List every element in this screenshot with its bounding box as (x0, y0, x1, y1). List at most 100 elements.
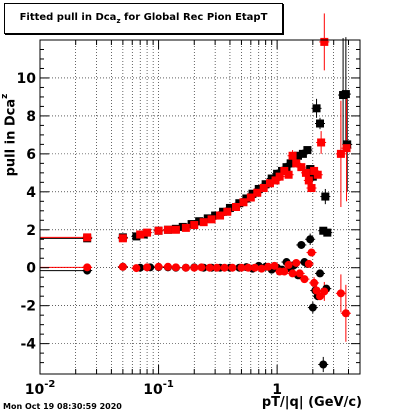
square-marker (320, 37, 329, 46)
y-tick-label: 6 (26, 147, 36, 163)
x-tick-label: 10-1 (143, 379, 174, 398)
circle-marker (280, 267, 289, 276)
circle-marker (336, 289, 345, 298)
square-marker (271, 176, 280, 185)
square-marker (342, 144, 351, 153)
y-tick-label: 0 (26, 261, 36, 277)
square-marker (83, 233, 92, 242)
tick-labels: -4 -2 0 2 4 6 8 10 10-2 10-1 1 (17, 71, 282, 398)
square-marker (336, 149, 345, 158)
square-marker (253, 188, 262, 197)
x-tick-label: 10-2 (25, 379, 56, 398)
circle-marker (341, 309, 350, 318)
y-tick-label: 8 (26, 109, 36, 125)
circle-marker (310, 278, 319, 287)
circle-marker (295, 269, 304, 278)
square-marker (190, 221, 199, 230)
square-marker (143, 228, 152, 237)
square-marker (308, 172, 317, 181)
square-marker (323, 228, 332, 237)
circle-marker (228, 263, 237, 272)
circle-marker (306, 235, 315, 244)
square-marker (181, 223, 190, 232)
square-marker (199, 218, 208, 227)
square-marker (118, 234, 127, 243)
square-marker (280, 166, 289, 175)
circle-marker (118, 262, 127, 271)
circle-marker (181, 263, 190, 272)
y-tick-label: 2 (26, 223, 36, 239)
grid (39, 40, 361, 374)
square-marker (312, 104, 321, 113)
square-marker (207, 215, 216, 224)
square-marker (171, 225, 180, 234)
circle-marker (316, 269, 325, 278)
circle-marker (300, 275, 309, 284)
square-marker (304, 176, 313, 185)
circle-marker (154, 262, 163, 271)
circle-marker (297, 240, 306, 249)
square-marker (246, 193, 255, 202)
square-marker (297, 163, 306, 172)
square-marker (163, 225, 172, 234)
circle-marker (284, 260, 293, 269)
square-marker (216, 211, 225, 220)
square-marker (307, 184, 316, 193)
square-marker (259, 184, 268, 193)
square-marker (292, 159, 301, 168)
square-marker (298, 149, 307, 158)
circle-marker (83, 263, 92, 272)
circle-marker (163, 262, 172, 271)
square-marker (239, 198, 248, 207)
y-tick-label: 4 (26, 185, 36, 201)
chart-title: Fitted pull in Dcaz for Global Rec Pion … (19, 12, 268, 25)
square-marker (232, 203, 241, 211)
plot-frame (39, 39, 361, 375)
circle-marker (304, 259, 313, 268)
data-markers (83, 37, 352, 369)
circle-marker (308, 303, 317, 312)
circle-marker (143, 263, 152, 272)
y-tick-label: 10 (17, 71, 37, 87)
circle-marker (132, 264, 141, 273)
square-marker (223, 207, 232, 216)
x-tick-label: 1 (272, 382, 282, 398)
circle-marker (244, 263, 253, 272)
square-marker (313, 170, 322, 179)
circle-marker (288, 269, 297, 278)
circle-marker (237, 263, 246, 272)
square-marker (294, 151, 303, 160)
circle-marker (264, 262, 273, 271)
square-marker (301, 168, 310, 177)
circle-marker (307, 248, 316, 257)
square-marker (265, 179, 274, 188)
square-marker (321, 192, 330, 201)
circle-marker (220, 263, 229, 272)
square-marker (275, 172, 284, 181)
circle-marker (205, 263, 214, 272)
axis-ticks (39, 40, 361, 374)
fit-lines (40, 236, 88, 272)
square-marker (195, 217, 204, 226)
circle-marker (212, 263, 221, 272)
square-marker (319, 226, 328, 235)
circle-marker (250, 263, 259, 272)
circle-marker (320, 287, 329, 296)
circle-marker (292, 258, 301, 267)
circle-marker (270, 261, 279, 270)
circle-marker (257, 264, 266, 273)
circle-marker (171, 263, 180, 272)
square-marker (317, 138, 326, 147)
y-tick-label: -4 (20, 337, 36, 353)
timestamp: Mon Oct 19 08:30:59 2020 (3, 402, 122, 411)
square-marker (288, 151, 297, 160)
square-marker (303, 146, 312, 155)
square-marker (136, 230, 145, 239)
square-marker (284, 170, 293, 179)
chart-title-box: Fitted pull in Dcaz for Global Rec Pion … (4, 3, 283, 34)
circle-marker (197, 263, 206, 272)
circle-marker (190, 263, 199, 272)
circle-marker (319, 360, 328, 369)
